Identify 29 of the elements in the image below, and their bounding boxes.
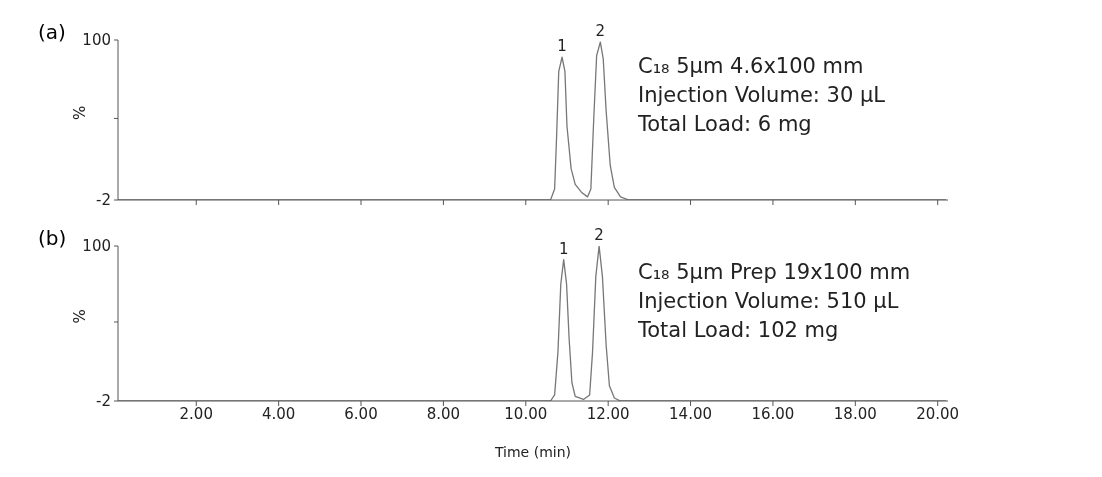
x-tick-label: 16.00 [751, 404, 795, 423]
x-tick-label: 6.00 [344, 404, 378, 423]
y-tick-label: 100 [82, 31, 111, 49]
y-axis-title: % [71, 309, 90, 324]
annotation: Injection Volume: 510 µL [638, 288, 900, 315]
x-tick-label: 18.00 [833, 404, 877, 423]
chart-title: (b) [38, 226, 67, 250]
x-tick-label: 4.00 [261, 404, 296, 423]
y-axis-title: % [71, 105, 90, 120]
annotation: C₁₈ 5µm 4.6x100 mm [638, 53, 865, 80]
x-tick-label: 8.00 [426, 404, 461, 423]
x-axis-title: Time (min) [493, 444, 572, 460]
x-tick-label: 12.00 [586, 404, 630, 423]
y-tick-label: 100 [82, 237, 111, 255]
y-tick-label: -2 [96, 392, 111, 410]
x-tick-label: 14.00 [669, 404, 713, 423]
chart-title: (a) [38, 20, 66, 44]
x-tick-label: 10.00 [504, 404, 548, 423]
annotation: C₁₈ 5µm Prep 19x100 mm [638, 259, 911, 286]
y-tick-label: -2 [96, 191, 111, 209]
annotation: Total Load: 6 mg [638, 111, 813, 138]
annotation: 2 [594, 226, 604, 244]
annotation: 1 [558, 239, 569, 258]
annotation: 1 [557, 37, 567, 56]
annotation: Injection Volume: 30 µL [638, 82, 886, 109]
x-tick-label: 20.00 [916, 404, 960, 423]
annotation: 2 [595, 22, 606, 41]
x-tick-label: 2.00 [179, 404, 213, 423]
annotation: Total Load: 102 mg [638, 317, 840, 344]
